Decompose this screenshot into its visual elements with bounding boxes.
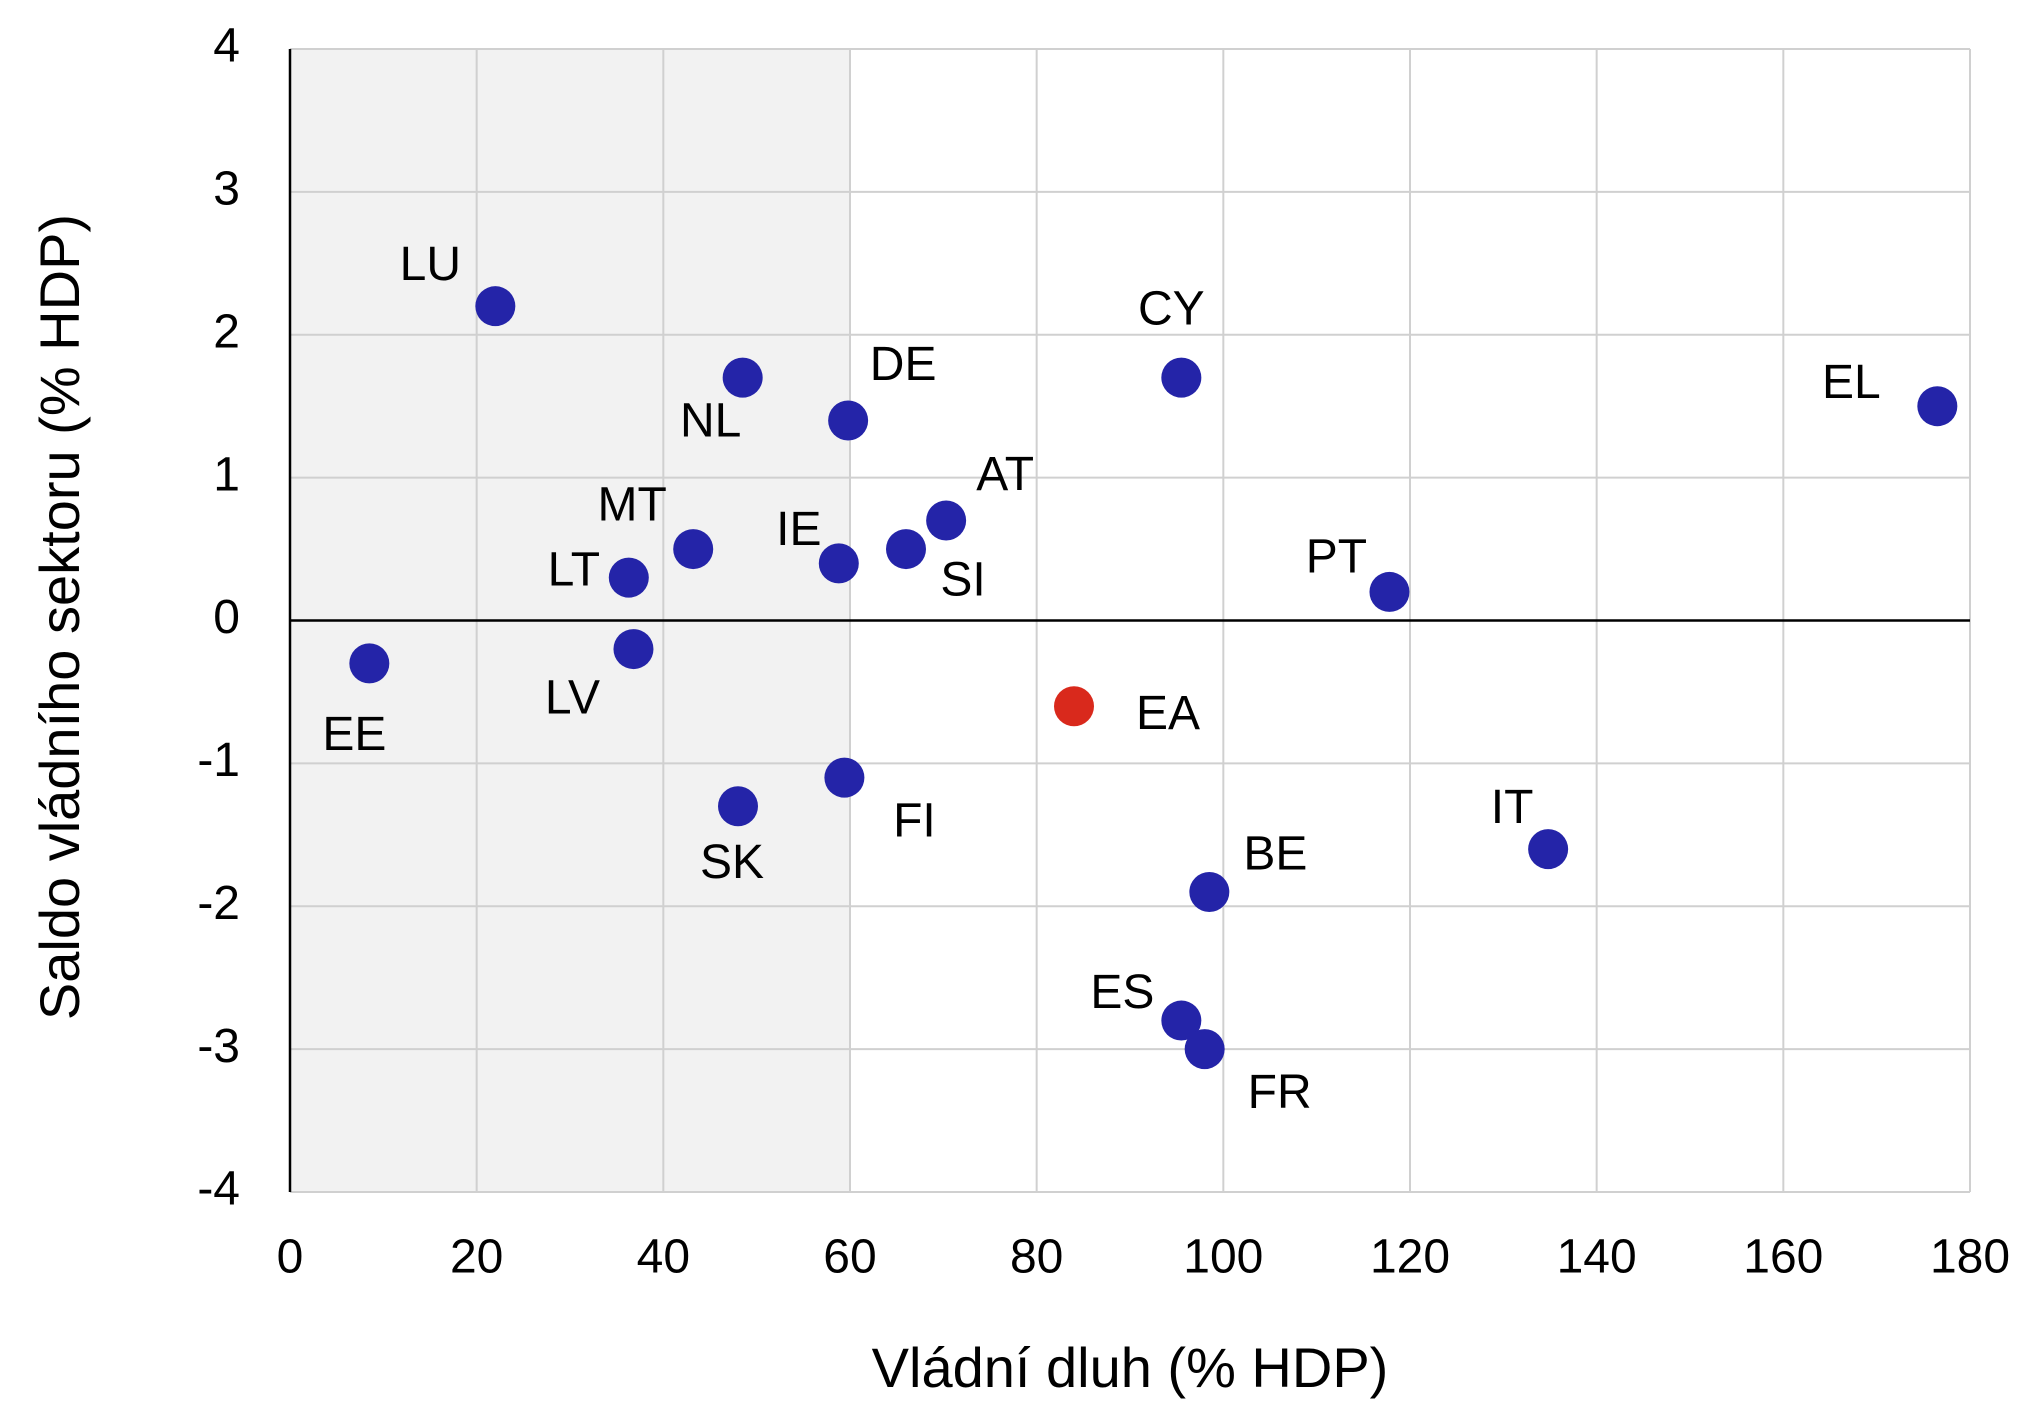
point — [722, 357, 763, 398]
point-label: EE — [322, 708, 386, 761]
point — [608, 557, 649, 598]
point — [1369, 571, 1410, 612]
point-label: LU — [400, 238, 461, 291]
point — [1161, 1000, 1202, 1041]
x-tick-label: 160 — [1743, 1231, 1823, 1284]
point — [349, 643, 390, 684]
x-tick-label: 120 — [1370, 1231, 1450, 1284]
x-tick-label: 60 — [823, 1231, 876, 1284]
y-axis-title: Saldo vládního sektoru (% HDP) — [28, 214, 91, 1020]
point-label: MT — [598, 479, 667, 532]
y-tick-label: -3 — [197, 1020, 240, 1073]
y-tick-label: -2 — [197, 877, 240, 930]
point — [1054, 686, 1094, 727]
point — [1184, 1029, 1225, 1070]
y-tick-label: 2 — [213, 305, 240, 358]
x-tick-label: 140 — [1557, 1231, 1637, 1284]
x-tick-label: 40 — [637, 1231, 690, 1284]
point-label: LT — [548, 543, 600, 596]
point-label: LV — [545, 672, 600, 725]
y-tick-label: 4 — [213, 20, 240, 73]
y-tick-label: -1 — [197, 734, 240, 787]
point-label: SI — [940, 554, 985, 607]
point-label: DE — [870, 338, 937, 391]
point — [1528, 829, 1569, 870]
y-tick-label: 3 — [213, 163, 240, 216]
point — [828, 400, 869, 441]
point-label: BE — [1243, 828, 1307, 881]
point — [1917, 386, 1958, 427]
point-label: EA — [1136, 687, 1200, 740]
x-tick-label: 100 — [1183, 1231, 1263, 1284]
x-tick-label: 80 — [1010, 1231, 1063, 1284]
point-label: AT — [976, 448, 1034, 501]
x-tick-label: 20 — [450, 1231, 503, 1284]
point-label: IT — [1491, 781, 1534, 834]
point-label: EL — [1822, 356, 1881, 409]
point — [818, 543, 859, 584]
point — [718, 786, 758, 827]
y-tick-label: -4 — [197, 1163, 240, 1216]
point — [673, 529, 714, 570]
x-axis-title: Vládní dluh (% HDP) — [872, 1336, 1389, 1399]
point-label: NL — [680, 394, 741, 447]
point-label: FI — [893, 794, 936, 847]
point-label: SK — [700, 836, 764, 889]
point — [1161, 357, 1202, 398]
point — [926, 500, 967, 541]
point — [886, 529, 926, 570]
point-label: IE — [776, 503, 821, 556]
point-label: CY — [1138, 282, 1205, 335]
point — [1189, 871, 1230, 912]
y-tick-label: 0 — [213, 591, 240, 644]
point — [475, 286, 516, 327]
x-tick-label: 0 — [277, 1231, 304, 1284]
x-tick-label: 180 — [1930, 1231, 2010, 1284]
y-tick-label: 1 — [213, 448, 240, 501]
point — [613, 629, 654, 670]
point — [824, 757, 865, 798]
point-label: PT — [1306, 531, 1367, 584]
point-label: FR — [1248, 1066, 1312, 1119]
point-label: ES — [1090, 966, 1154, 1019]
